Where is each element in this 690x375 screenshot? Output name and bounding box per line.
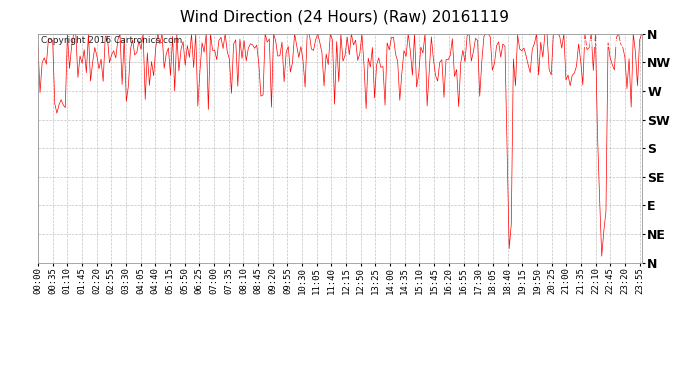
Text: Direction: Direction xyxy=(581,39,632,50)
Text: Copyright 2016 Cartronics.com: Copyright 2016 Cartronics.com xyxy=(41,36,183,45)
Text: Wind Direction (24 Hours) (Raw) 20161119: Wind Direction (24 Hours) (Raw) 20161119 xyxy=(181,9,509,24)
